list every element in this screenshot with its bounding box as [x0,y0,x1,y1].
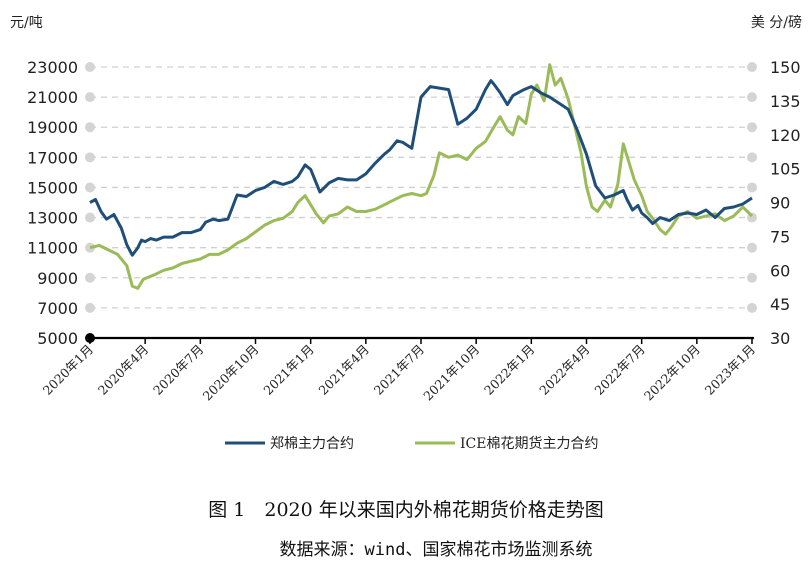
x-tick-label: 2022年1月 [481,342,537,398]
x-tick-label: 2021年1月 [260,342,316,398]
y-left-tick-label: 13000 [27,209,78,228]
x-tick-label: 2021年10月 [420,342,482,404]
y-right-tick-label: 105 [770,160,801,179]
y-right-tick-label: 30 [770,329,790,348]
x-axis: 2020年1月2020年4月2020年7月2020年10月2021年1月2021… [40,333,758,404]
figure-title: 图 1 2020 年以来国内外棉花期货价格走势图 [208,499,604,521]
y-axis-right-ticks: 30 45 60 75 90 105 120 135 150 [770,58,801,348]
series-line-ice [89,63,754,290]
y-left-tick-label: 15000 [27,178,78,197]
y-left-tick-label: 23000 [27,58,78,77]
gridline-dot-left [85,302,95,313]
y-right-tick-label: 60 [770,261,790,280]
y-right-tick-label: 120 [770,126,801,145]
y-left-tick-label: 21000 [27,88,78,107]
gridline-dot-right [747,272,757,283]
gridline-dot-left [85,62,95,72]
y-left-tick-label: 17000 [27,148,78,167]
x-tick-label: 2020年10月 [200,342,262,404]
x-tick-label: 2021年4月 [316,342,372,398]
x-tick-label: 2022年10月 [641,342,703,404]
y-left-tick-label: 7000 [37,299,78,318]
series-lines [89,63,754,290]
gridline-dot-left [85,182,95,193]
y-right-tick-label: 45 [770,295,790,314]
x-tick-label: 2023年1月 [702,342,758,398]
gridline-dot-right [747,182,757,193]
x-tick-label: 2022年4月 [536,342,592,398]
gridline-dot-right [747,302,757,313]
gridline-dot-right [747,62,757,72]
y-axis-right-unit: 美 分/磅 [750,15,802,31]
x-tick-label: 2020年4月 [95,342,151,398]
gridline-dot-left [85,212,95,223]
y-axis-left-unit: 元/吨 [10,15,43,31]
y-right-tick-label: 150 [770,58,801,77]
x-tick-label: 2022年7月 [591,342,647,398]
x-tick-label: 2020年1月 [40,342,96,398]
gridline-dot-left [85,152,95,163]
y-right-tick-label: 75 [770,227,790,246]
gridline-dot-right [747,122,757,133]
x-tick-label: 2020年7月 [150,342,206,398]
legend-label-zce: 郑棉主力合约 [270,435,354,452]
y-left-tick-label: 11000 [27,239,78,258]
legend-label-ice: ICE棉花期货主力合约 [460,435,598,452]
series-line-zce [89,79,753,257]
data-source: 数据来源：wind、国家棉花市场监测系统 [279,540,593,560]
y-left-tick-label: 9000 [37,269,78,288]
x-tick-label: 2021年7月 [371,342,427,398]
gridline-dot-right [747,242,757,253]
gridline-dot-left [85,272,95,283]
y-left-tick-label: 5000 [37,329,78,348]
gridlines [85,62,757,313]
y-right-tick-label: 135 [770,92,801,111]
y-left-tick-label: 19000 [27,118,78,137]
gridline-dot-left [85,122,95,133]
y-axis-left-ticks: 5000 7000 9000 11000 13000 15000 17000 19000 210… [27,58,78,348]
legend: 郑棉主力合约 ICE棉花期货主力合约 [225,435,598,452]
gridline-dot-right [747,152,757,163]
gridline-dot-right [747,92,757,103]
y-right-tick-label: 90 [770,194,790,213]
gridline-dot-left [85,92,95,103]
